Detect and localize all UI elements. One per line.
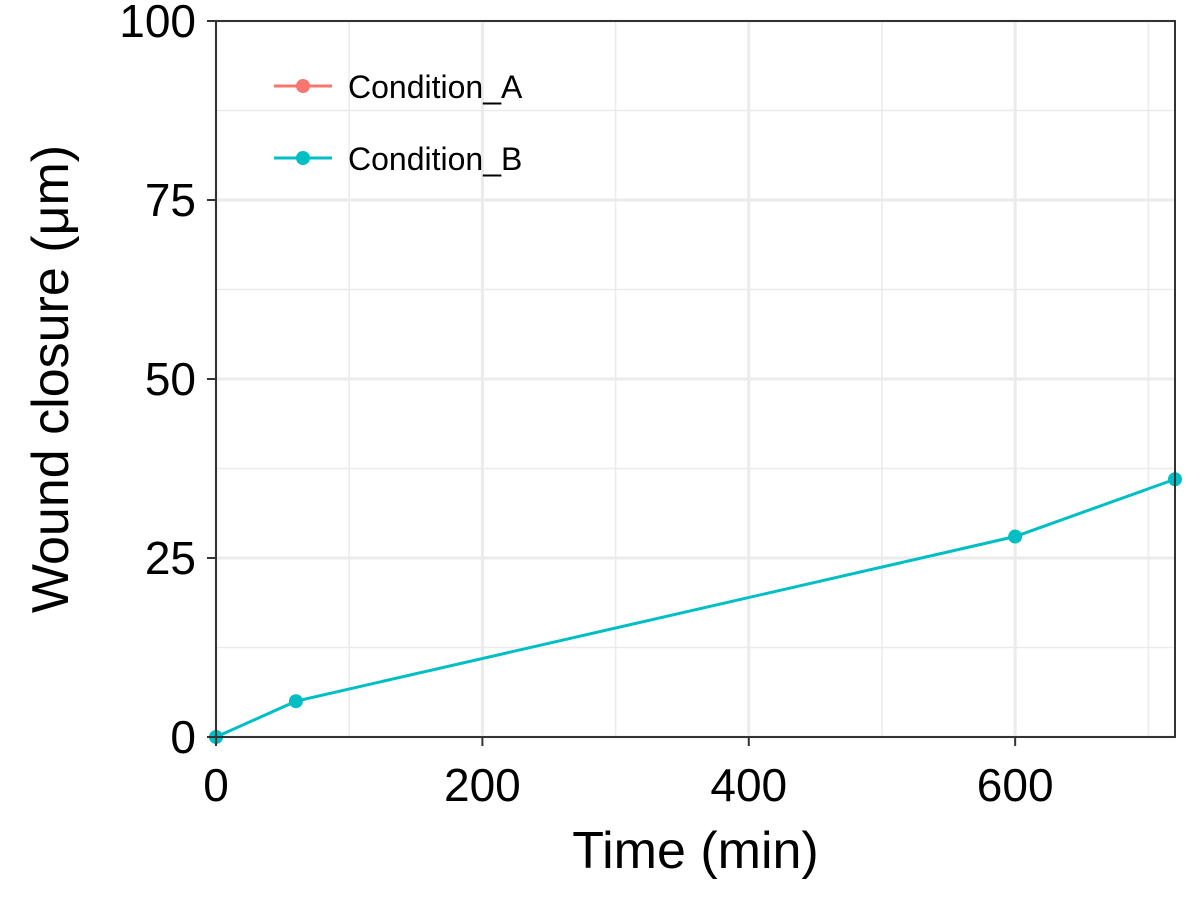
x-tick-label: 0 [203,759,229,811]
x-tick-label: 400 [710,759,787,811]
major-gridlines [214,19,1175,739]
y-tick-label: 0 [170,711,196,763]
legend: Condition_A Condition_B [274,69,523,177]
x-tick-label: 600 [977,759,1054,811]
legend-label: Condition_B [348,141,522,177]
x-axis-ticks: 0 200 400 600 [203,737,1054,811]
y-axis-ticks: 0 25 50 75 100 [119,0,216,763]
legend-key-point [296,79,310,93]
y-tick-label: 75 [145,174,196,226]
y-tick-label: 50 [145,353,196,405]
series-layer [209,472,1182,744]
data-point [1008,529,1023,544]
legend-label: Condition_A [348,69,523,105]
y-axis-title: Wound closure (μm) [22,145,80,613]
data-point [288,694,303,709]
x-tick-label: 200 [444,759,521,811]
y-tick-label: 25 [145,532,196,584]
x-axis-title: Time (min) [572,822,819,880]
series-line [215,477,1176,739]
minor-gridlines [216,21,1175,737]
y-tick-label: 100 [119,0,196,47]
legend-key-point [296,151,310,165]
